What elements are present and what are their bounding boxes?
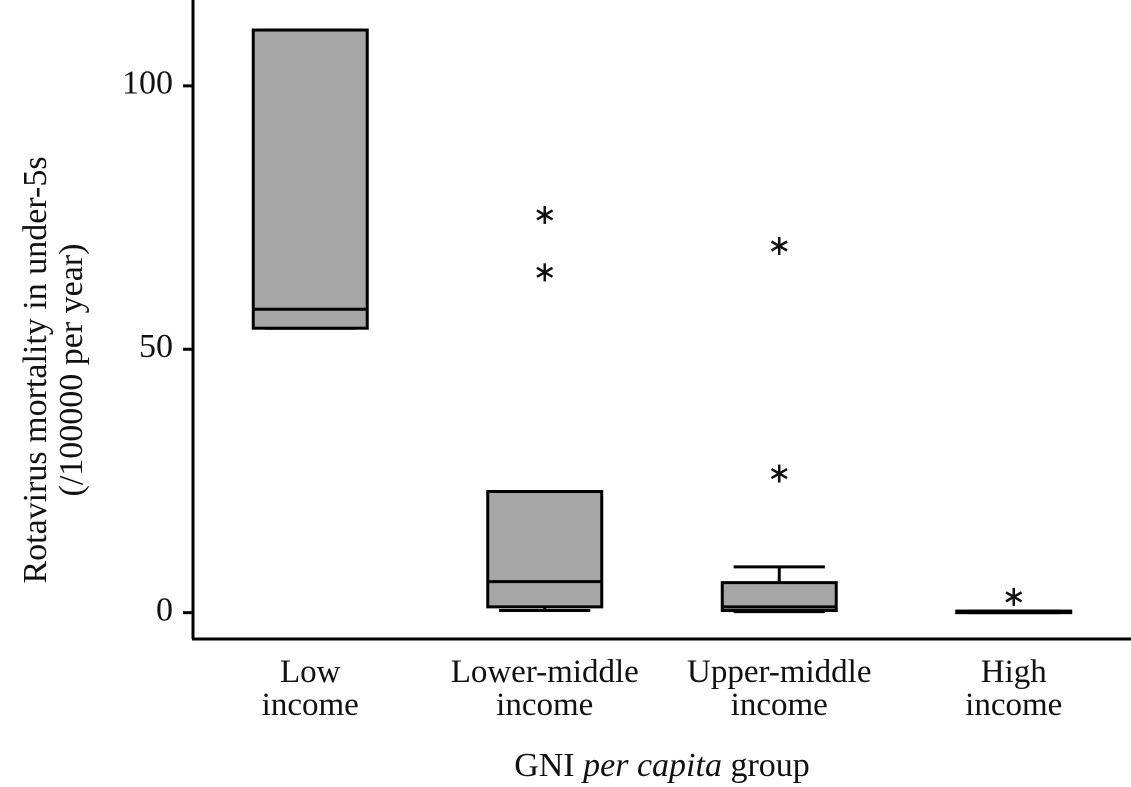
outlier-stroke	[1005, 591, 1023, 603]
outlier	[536, 205, 554, 224]
y-tick-label: 100	[122, 65, 173, 102]
x-tick-label: Upper-middle income	[687, 654, 872, 723]
x-tick-label: High income	[965, 654, 1063, 723]
box	[251, 28, 369, 330]
outlier-stroke	[536, 209, 554, 221]
outlier-stroke	[770, 240, 788, 252]
y-tick-label: 0	[156, 591, 173, 628]
x-axis-title: GNI per capita group	[514, 747, 810, 784]
x-axis-title-part: GNI	[514, 747, 574, 784]
x-tick-label: Low income	[261, 654, 359, 723]
box	[486, 489, 604, 609]
y-tick-label: 50	[139, 328, 173, 365]
outlier-stroke	[536, 266, 554, 278]
x-axis-title-part: per capita	[581, 747, 722, 784]
outlier-stroke	[770, 468, 788, 480]
outlier	[536, 263, 554, 282]
x-tick-label: Lower-middle income	[450, 654, 639, 723]
outlier	[770, 464, 788, 483]
x-axis-title-part: group	[730, 747, 809, 784]
y-axis-title: (/100000 per year)	[53, 243, 90, 496]
y-axis-title: Rotavirus mortality in under-5s	[17, 156, 54, 583]
outlier	[1005, 587, 1023, 606]
outlier	[770, 237, 788, 256]
